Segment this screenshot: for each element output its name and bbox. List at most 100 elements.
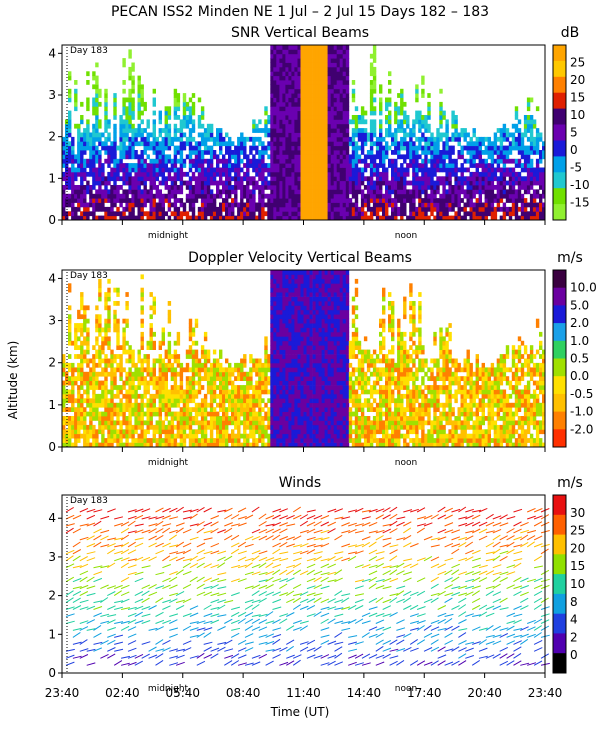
heat-cell: [80, 176, 84, 182]
heat-cell: [92, 202, 96, 208]
heat-cell: [228, 189, 232, 195]
heat-cell: [345, 176, 350, 182]
heat-cell: [107, 407, 111, 412]
heat-cell: [318, 189, 322, 195]
heat-cell: [285, 167, 289, 173]
heat-cell: [89, 398, 93, 404]
heat-cell: [128, 376, 132, 381]
heat-cell: [324, 128, 328, 133]
heat-cell: [463, 202, 467, 208]
heat-cell: [197, 145, 202, 151]
heat-cell: [472, 128, 476, 133]
heat-cell: [490, 154, 495, 160]
heat-cell: [137, 176, 141, 182]
heat-cell: [532, 123, 537, 129]
heat-cell: [490, 158, 495, 164]
heat-cell: [375, 154, 380, 160]
heat-cell: [164, 110, 168, 116]
heat-cell: [161, 215, 165, 221]
heat-cell: [203, 176, 208, 182]
heat-cell: [119, 433, 123, 439]
heat-cell: [228, 416, 232, 421]
heat-cell: [279, 110, 283, 116]
heat-cell: [234, 402, 238, 408]
heat-cell: [542, 141, 546, 147]
heat-cell: [382, 171, 386, 177]
heat-cell: [197, 163, 202, 168]
heat-cell: [74, 340, 78, 346]
heat-cell: [122, 110, 126, 116]
heat-cell: [216, 371, 220, 377]
heat-cell: [222, 198, 226, 203]
heat-cell: [372, 202, 377, 208]
heat-cell: [92, 106, 96, 112]
heat-cell: [261, 211, 265, 217]
heat-cell: [176, 424, 181, 430]
heat-cell: [228, 433, 232, 439]
heat-cell: [312, 136, 316, 142]
heat-cell: [487, 171, 491, 177]
heat-cell: [149, 314, 153, 320]
heat-cell: [520, 180, 525, 186]
heat-cell: [228, 393, 232, 399]
heat-cell: [225, 193, 229, 199]
heat-cell: [333, 49, 338, 55]
heat-cell: [360, 132, 365, 138]
heat-cell: [131, 80, 135, 85]
heat-cell: [167, 367, 172, 373]
heat-cell: [315, 115, 319, 120]
heat-cell: [140, 171, 144, 177]
heat-cell: [128, 150, 132, 155]
heat-cell: [164, 115, 168, 120]
heat-cell: [86, 371, 90, 377]
heat-cell: [542, 154, 546, 160]
heat-cell: [276, 180, 280, 186]
heat-cell: [155, 411, 159, 417]
heat-cell: [185, 354, 190, 359]
heat-cell: [369, 154, 374, 160]
heat-cell: [300, 62, 304, 68]
heat-cell: [342, 53, 347, 59]
heat-cell: [110, 376, 114, 381]
heat-cell: [481, 211, 485, 217]
heat-cell: [122, 407, 126, 412]
heat-cell: [77, 206, 81, 212]
heat-cell: [113, 429, 117, 435]
heat-cell: [342, 185, 347, 190]
heat-cell: [95, 385, 99, 390]
heat-cell: [294, 171, 298, 177]
heat-cell: [451, 193, 455, 199]
heat-cell: [191, 331, 196, 337]
heat-cell: [321, 71, 325, 77]
heat-cell: [430, 167, 434, 173]
heat-cell: [200, 416, 205, 421]
heat-cell: [98, 371, 102, 377]
heat-cell: [176, 331, 181, 337]
heat-cell: [107, 171, 111, 177]
heat-cell: [176, 145, 181, 151]
heat-cell: [65, 185, 69, 190]
heat-cell: [125, 206, 129, 212]
heat-cell: [421, 136, 425, 142]
heat-cell: [484, 193, 488, 199]
heat-cell: [134, 141, 138, 147]
heat-cell: [98, 411, 102, 417]
heat-cell: [77, 128, 81, 133]
heat-cell: [469, 136, 473, 142]
heat-cell: [203, 429, 208, 435]
heat-cell: [291, 141, 295, 147]
heat-cell: [131, 442, 135, 448]
heat-cell: [113, 97, 117, 103]
heat-cell: [113, 407, 117, 412]
heat-cell: [303, 66, 307, 72]
heat-cell: [155, 376, 159, 381]
heat-cell: [490, 141, 495, 147]
heat-cell: [282, 123, 286, 129]
heat-cell: [98, 292, 102, 297]
heat-cell: [173, 185, 178, 190]
heat-cell: [303, 128, 307, 133]
heat-cell: [279, 119, 283, 125]
heat-cell: [345, 66, 350, 72]
heat-cell: [472, 185, 476, 190]
heat-cell: [312, 106, 316, 112]
